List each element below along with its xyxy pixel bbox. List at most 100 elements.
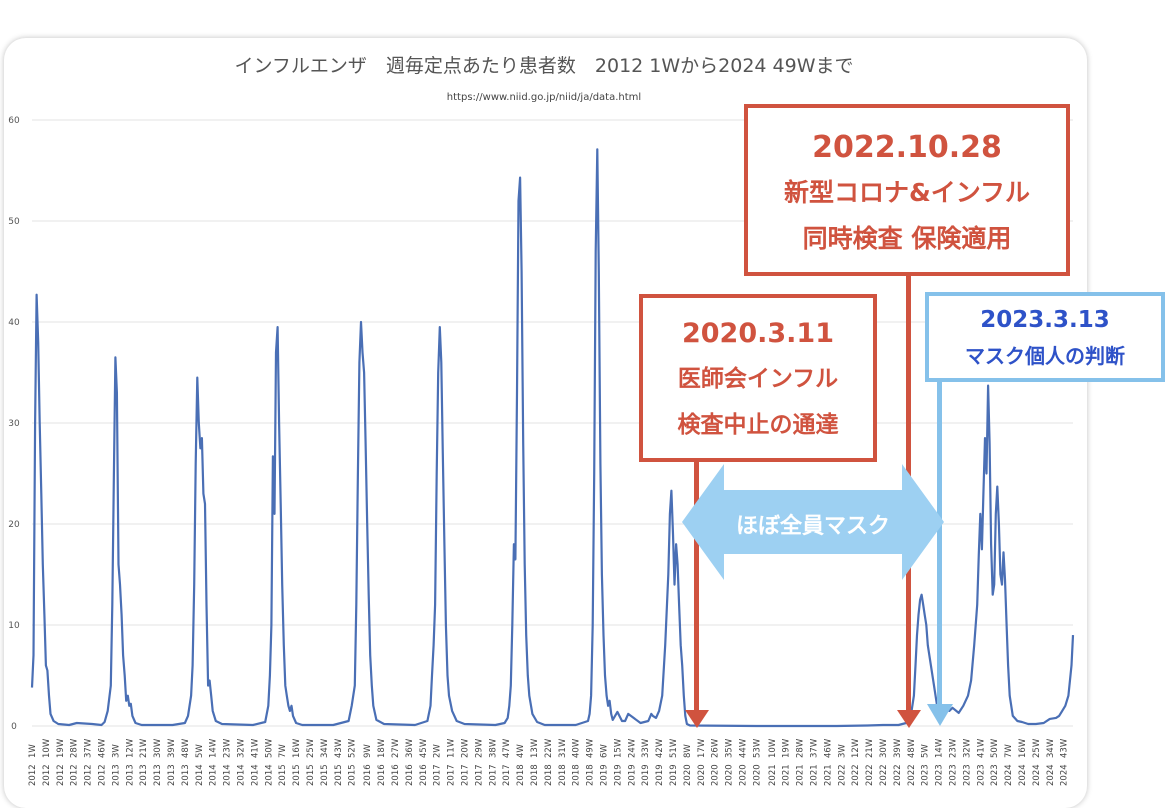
- x-tick-year: 2015: [348, 764, 358, 786]
- x-tick-year: 2023: [949, 764, 959, 786]
- x-tick-year: 2023: [921, 764, 931, 786]
- x-tick: 2020 26W: [711, 738, 721, 786]
- x-tick-week: 14W: [935, 738, 945, 758]
- x-tick: 2016 45W: [419, 738, 429, 786]
- x-tick-week: 2W: [433, 744, 443, 758]
- x-tick-year: 2021: [810, 764, 820, 786]
- x-tick-week: 30W: [879, 738, 889, 758]
- x-tick: 2014 41W: [250, 738, 260, 786]
- x-tick: 2013 12W: [125, 738, 135, 786]
- x-tick-year: 2021: [796, 764, 806, 786]
- x-tick-year: 2019: [641, 764, 651, 786]
- x-tick-year: 2018: [572, 764, 582, 786]
- x-tick-week: 29W: [474, 738, 484, 758]
- x-axis-ticks: 2012 1W 2012 10W 2012 19W 2012 28W 2012 37W 2012 46…: [28, 738, 1070, 786]
- x-tick: 2022 39W: [893, 738, 903, 786]
- x-tick: 2019 24W: [627, 738, 637, 786]
- x-tick-week: 52W: [348, 738, 358, 758]
- x-tick-year: 2022: [865, 764, 875, 786]
- x-tick-year: 2023: [990, 764, 1000, 786]
- x-tick-year: 2024: [1004, 764, 1014, 786]
- x-tick-week: 19W: [782, 738, 792, 758]
- series-line: [30, 148, 1075, 728]
- y-tick-label: 0: [11, 722, 17, 732]
- x-tick-year: 2024: [1046, 764, 1056, 786]
- x-tick-year: 2021: [782, 764, 792, 786]
- x-tick-week: 38W: [488, 738, 498, 758]
- x-tick: 2014 50W: [264, 738, 274, 786]
- x-tick-week: 4W: [516, 744, 526, 758]
- x-tick-year: 2020: [738, 764, 748, 786]
- x-tick: 2015 52W: [348, 738, 358, 786]
- x-tick-week: 16W: [292, 738, 302, 758]
- x-tick: 2024 43W: [1060, 738, 1070, 786]
- x-tick-week: 23W: [223, 738, 233, 758]
- y-tick-label: 40: [8, 318, 20, 328]
- x-tick-week: 49W: [586, 738, 596, 758]
- x-tick-week: 27W: [391, 738, 401, 758]
- x-tick-year: 2018: [558, 764, 568, 786]
- mask-decision-line2: マスク個人の判断: [965, 344, 1125, 368]
- x-tick-year: 2013: [125, 764, 135, 786]
- x-tick: 2012 19W: [56, 738, 66, 786]
- x-tick-week: 3W: [837, 744, 847, 758]
- x-tick-week: 43W: [1060, 738, 1070, 758]
- x-tick-week: 43W: [334, 738, 344, 758]
- x-tick: 2014 23W: [223, 738, 233, 786]
- x-tick: 2018 22W: [544, 738, 554, 786]
- x-tick-year: 2017: [447, 764, 457, 786]
- x-tick-year: 2015: [334, 764, 344, 786]
- ma-stop-date: 2020.3.11: [681, 318, 835, 349]
- x-tick-week: 12W: [125, 738, 135, 758]
- x-tick: 2021 46W: [823, 738, 833, 786]
- x-tick-week: 7W: [1004, 744, 1014, 758]
- x-tick-week: 39W: [893, 738, 903, 758]
- mask-period-label: ほぼ全員マスク: [735, 514, 890, 539]
- x-tick-year: 2015: [292, 764, 302, 786]
- arrow-2022-head: [897, 710, 921, 728]
- x-tick-week: 34W: [1046, 738, 1056, 758]
- y-axis-ticks: 0 10 20 30 40 50 60: [8, 116, 20, 732]
- x-tick: 2018 4W: [516, 744, 526, 786]
- x-tick-year: 2024: [1018, 764, 1028, 786]
- x-tick-year: 2014: [237, 764, 247, 786]
- x-tick-year: 2018: [530, 764, 540, 786]
- x-tick-week: 44W: [738, 738, 748, 758]
- x-tick-year: 2020: [697, 764, 707, 786]
- x-tick: 2019 15W: [613, 738, 623, 786]
- ma-stop-line2: 医師会インフル: [677, 366, 839, 392]
- x-tick-week: 50W: [264, 738, 274, 758]
- x-tick: 2017 11W: [447, 738, 457, 786]
- x-tick-week: 39W: [167, 738, 177, 758]
- x-tick: 2012 46W: [98, 738, 108, 786]
- x-tick-year: 2013: [111, 764, 121, 786]
- x-tick-week: 32W: [962, 738, 972, 758]
- x-tick-week: 22W: [544, 738, 554, 758]
- x-tick-week: 31W: [558, 738, 568, 758]
- x-tick-year: 2015: [278, 764, 288, 786]
- x-tick-year: 2022: [907, 764, 917, 786]
- x-tick-year: 2019: [669, 764, 679, 786]
- x-tick-week: 25W: [306, 738, 316, 758]
- x-tick-year: 2019: [655, 764, 665, 786]
- x-tick-week: 15W: [613, 738, 623, 758]
- x-tick-week: 18W: [377, 738, 387, 758]
- x-tick-week: 30W: [153, 738, 163, 758]
- x-tick-week: 41W: [976, 738, 986, 758]
- x-tick-year: 2012: [98, 764, 108, 786]
- x-tick: 2021 37W: [810, 738, 820, 786]
- x-tick: 2016 18W: [377, 738, 387, 786]
- x-tick-year: 2023: [935, 764, 945, 786]
- x-tick-year: 2017: [488, 764, 498, 786]
- x-tick-week: 19W: [56, 738, 66, 758]
- y-tick-label: 30: [8, 419, 20, 429]
- influenza-line-chart: インフルエンザ 週毎定点あたり患者数 2012 1Wから2024 49Wまで h…: [8, 55, 1075, 786]
- x-tick-week: 46W: [98, 738, 108, 758]
- x-tick-week: 11W: [447, 738, 457, 758]
- x-tick-week: 42W: [655, 738, 665, 758]
- mask-decision-annotation: 2023.3.13 マスク個人の判断: [925, 292, 1165, 382]
- x-tick: 2020 44W: [738, 738, 748, 786]
- x-tick-year: 2022: [893, 764, 903, 786]
- x-tick-week: 32W: [237, 738, 247, 758]
- x-tick: 2016 9W: [363, 744, 373, 786]
